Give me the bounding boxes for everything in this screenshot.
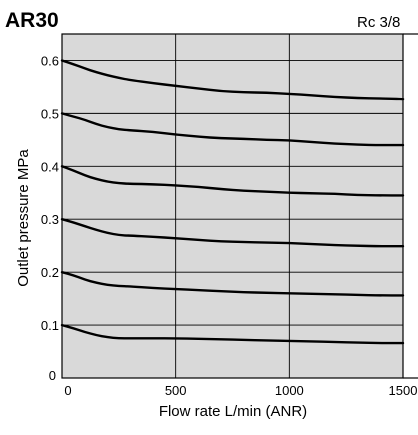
x-tick-label: 0 — [64, 383, 71, 398]
y-tick-label: 0.5 — [41, 106, 59, 121]
y-tick-label: 0.1 — [41, 318, 59, 333]
series-line-1 — [60, 112, 405, 147]
grid-lines — [62, 33, 418, 379]
x-tick-label: 500 — [165, 383, 187, 398]
y-axis-label: Outlet pressure MPa — [15, 149, 32, 287]
series-line-3 — [60, 218, 405, 248]
y-tick-label: 0.6 — [41, 53, 59, 68]
series-line-0 — [60, 59, 405, 101]
chart-title: AR30 — [5, 9, 59, 32]
x-tick-label: 1500 — [389, 383, 418, 398]
y-tick-labels: 0.1 0.2 0.3 0.4 0.5 0.6 — [41, 53, 59, 333]
x-tick-labels: 0 500 1000 1500 — [64, 383, 417, 398]
origin-tick-label: 0 — [49, 368, 56, 383]
plot-area — [61, 33, 404, 379]
y-tick-label: 0.4 — [41, 159, 59, 174]
y-tick-label: 0.3 — [41, 212, 59, 227]
port-size-label: Rc 3/8 — [357, 14, 400, 31]
x-axis-label: Flow rate L/min (ANR) — [159, 403, 307, 420]
series-line-2 — [60, 165, 405, 197]
y-tick-label: 0.2 — [41, 265, 59, 280]
series-line-5 — [60, 323, 405, 345]
series-lines — [60, 59, 405, 345]
x-tick-label: 1000 — [275, 383, 304, 398]
series-line-4 — [60, 271, 405, 297]
